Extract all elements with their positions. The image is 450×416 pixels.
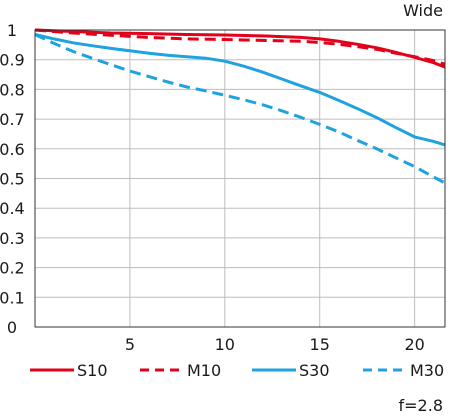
x-tick-labels: 5 10 15 20 (125, 335, 425, 354)
x-tick-label: 15 (310, 335, 330, 354)
y-tick-label: 0.4 (0, 199, 25, 218)
x-tick-label: 5 (125, 335, 135, 354)
y-tick-label: 0.7 (0, 110, 25, 129)
y-tick-label: 0.6 (0, 140, 25, 159)
legend-label-m10: M10 (187, 361, 221, 380)
series-line-s30 (34, 33, 446, 147)
series-lines (34, 28, 446, 185)
y-tick-label: 0.3 (0, 229, 25, 248)
aperture-annotation: f=2.8 (399, 396, 443, 415)
series-line-m30 (34, 33, 446, 185)
y-tick-label: 1 (7, 21, 17, 40)
y-tick-label: 0.5 (0, 170, 25, 189)
x-tick-label: 20 (404, 335, 424, 354)
y-tick-label: 0.9 (0, 51, 25, 70)
legend-label-s10: S10 (77, 361, 108, 380)
y-tick-label: 0 (7, 318, 17, 337)
legend: S10 M10 S30 M30 (30, 361, 444, 380)
series-line-s10 (34, 28, 446, 69)
grid (35, 30, 445, 327)
plot-frame (34, 29, 446, 328)
y-tick-label: 0.1 (0, 288, 25, 307)
legend-label-m30: M30 (410, 361, 444, 380)
y-tick-labels: 0 0.1 0.2 0.3 0.4 0.5 0.6 0.7 0.8 0.9 1 (0, 21, 25, 337)
series-line-m10 (34, 28, 446, 66)
x-tick-label: 10 (215, 335, 235, 354)
y-tick-label: 0.2 (0, 259, 25, 278)
wide-annotation: Wide (403, 1, 443, 20)
y-tick-label: 0.8 (0, 80, 25, 99)
plot-border (34, 29, 446, 328)
legend-label-s30: S30 (299, 361, 330, 380)
